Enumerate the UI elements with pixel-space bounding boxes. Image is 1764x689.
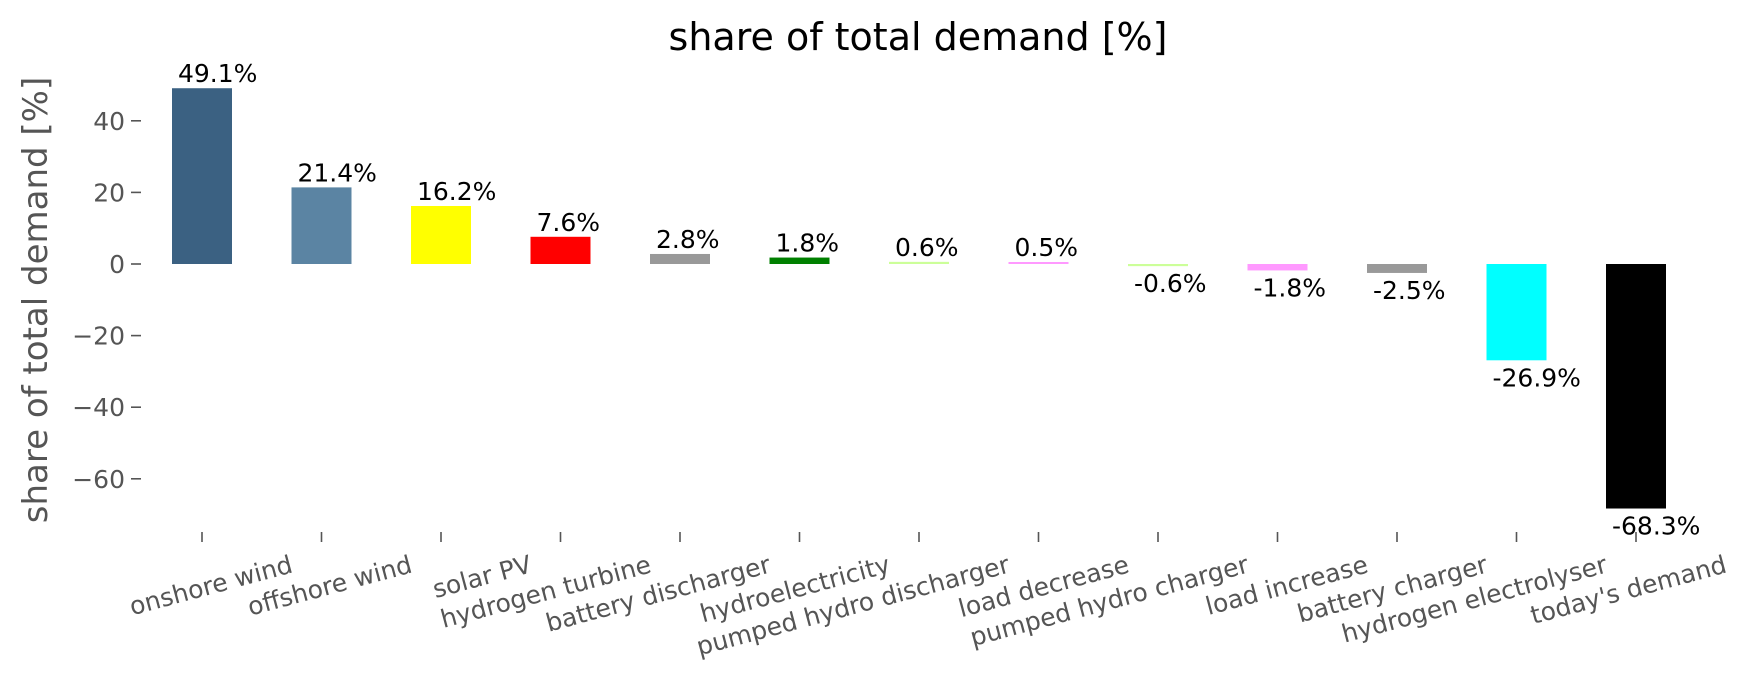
bar [1008,262,1069,264]
data-label: 0.6% [895,233,959,262]
data-label: 49.1% [178,59,257,88]
bar [530,236,591,264]
y-tick-label: −20 [72,322,125,351]
y-axis-label: share of total demand [%] [16,77,56,523]
y-axis: 40 20 0 −20 −40 −60 [72,107,141,494]
bar [1606,264,1666,509]
data-label: -1.8% [1254,273,1327,302]
bar [411,206,471,264]
data-label: 21.4% [298,158,377,187]
y-tick-label: 40 [93,107,125,136]
bar [889,261,949,264]
data-label: 0.5% [1015,233,1079,262]
bar [172,88,232,264]
data-label: -26.9% [1493,363,1581,392]
bar [650,253,710,264]
bar [1247,264,1308,271]
bar [769,257,830,264]
data-label: 2.8% [656,225,720,254]
y-tick-label: 20 [93,178,125,207]
bar [1128,264,1188,267]
bar [291,187,352,264]
data-label: -2.5% [1373,276,1446,305]
data-label: -0.6% [1134,269,1207,298]
bars: 49.1% 21.4% 16.2% 7.6% 2.8% 1.8% 0.6% 0.5% -0.6%… [172,59,1700,541]
bar [1367,264,1427,273]
chart-title: share of total demand [%] [669,15,1168,59]
y-tick-label: −60 [72,465,125,494]
data-label: 7.6% [537,208,601,237]
data-label: 16.2% [417,177,496,206]
data-label: -68.3% [1612,512,1700,541]
data-label: 1.8% [776,229,840,258]
y-tick-label: 0 [109,250,125,279]
y-tick-label: −40 [72,393,125,422]
bar [1486,264,1547,361]
